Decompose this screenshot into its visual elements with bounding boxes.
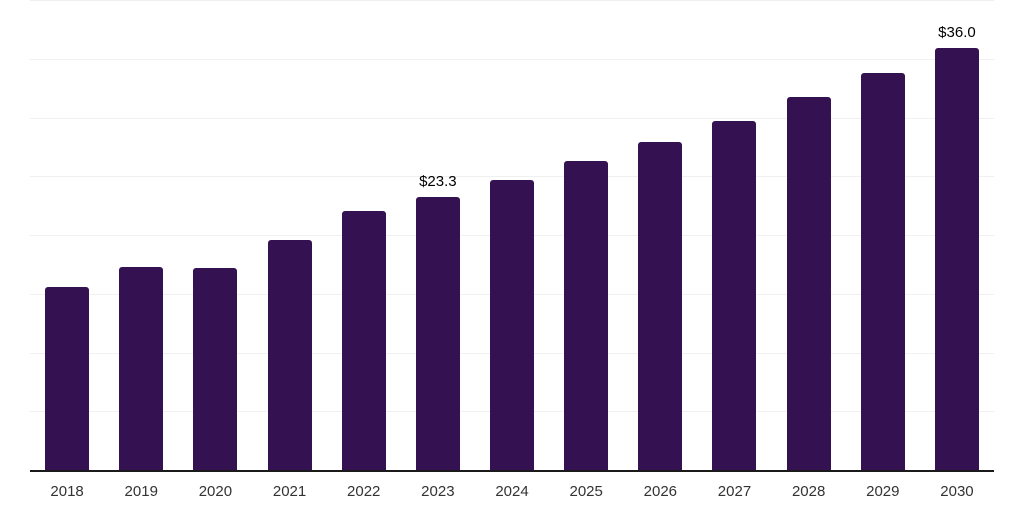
- bar-2025: [564, 160, 609, 471]
- gridline-35: [30, 58, 994, 60]
- x-tick-label-2026: 2026: [643, 483, 678, 500]
- x-tick-label-2020: 2020: [198, 483, 233, 500]
- bar-slot-2020: [178, 1, 252, 471]
- gridline-40: [30, 0, 994, 1]
- x-tick-label-2028: 2028: [791, 483, 826, 500]
- bar-slot-2025: [549, 1, 623, 471]
- bar-slot-2024: [475, 1, 549, 471]
- data-label-2023: $23.3: [419, 173, 457, 191]
- x-tick-label-2024: 2024: [495, 483, 529, 500]
- gridline-25: [30, 176, 994, 178]
- x-axis-line: [30, 470, 994, 472]
- bar-2018: [45, 286, 90, 471]
- bar-2027: [712, 120, 757, 471]
- x-axis-labels: 2018 2019 2020 2021 2022 2023 2024 2025 2026 2027…: [30, 484, 994, 499]
- bar-2026: [638, 142, 683, 471]
- bars-container: $23.3 $36.0: [30, 1, 994, 471]
- bar-2021: [267, 239, 312, 471]
- plot-area: $23.3 $36.0: [30, 0, 994, 472]
- x-tick-label-2019: 2019: [124, 483, 158, 500]
- bar-slot-2019: [104, 1, 178, 471]
- bar-2020: [193, 267, 238, 471]
- bar-2028: [786, 97, 831, 471]
- gridline-30: [30, 117, 994, 119]
- bar-slot-2021: [252, 1, 326, 471]
- bar-slot-2022: [327, 1, 401, 471]
- bar-2022: [341, 211, 386, 471]
- x-tick-label-2022: 2022: [347, 483, 381, 500]
- bar-2023: [415, 197, 460, 471]
- x-tick-label-2018: 2018: [50, 483, 84, 500]
- bar-slot-2029: [846, 1, 920, 471]
- bar-2030: [934, 48, 979, 471]
- bar-2024: [490, 179, 535, 471]
- bar-slot-2027: [697, 1, 771, 471]
- x-tick-label-2023: 2023: [421, 483, 455, 500]
- x-tick-label-2029: 2029: [866, 483, 900, 500]
- data-label-2030: $36.0: [938, 24, 976, 41]
- bar-slot-2018: [30, 1, 104, 471]
- x-tick-label-2025: 2025: [569, 483, 603, 500]
- bar-2019: [119, 266, 164, 471]
- bar-slot-2028: [772, 1, 846, 471]
- bar-slot-2023: $23.3: [401, 1, 475, 471]
- x-tick-label-2027: 2027: [717, 483, 752, 500]
- x-tick-label-2030: 2030: [940, 483, 974, 500]
- bar-slot-2030: $36.0: [920, 1, 994, 471]
- x-tick-label-2021: 2021: [272, 483, 307, 500]
- bar-slot-2026: [623, 1, 697, 471]
- bar-2029: [860, 72, 905, 471]
